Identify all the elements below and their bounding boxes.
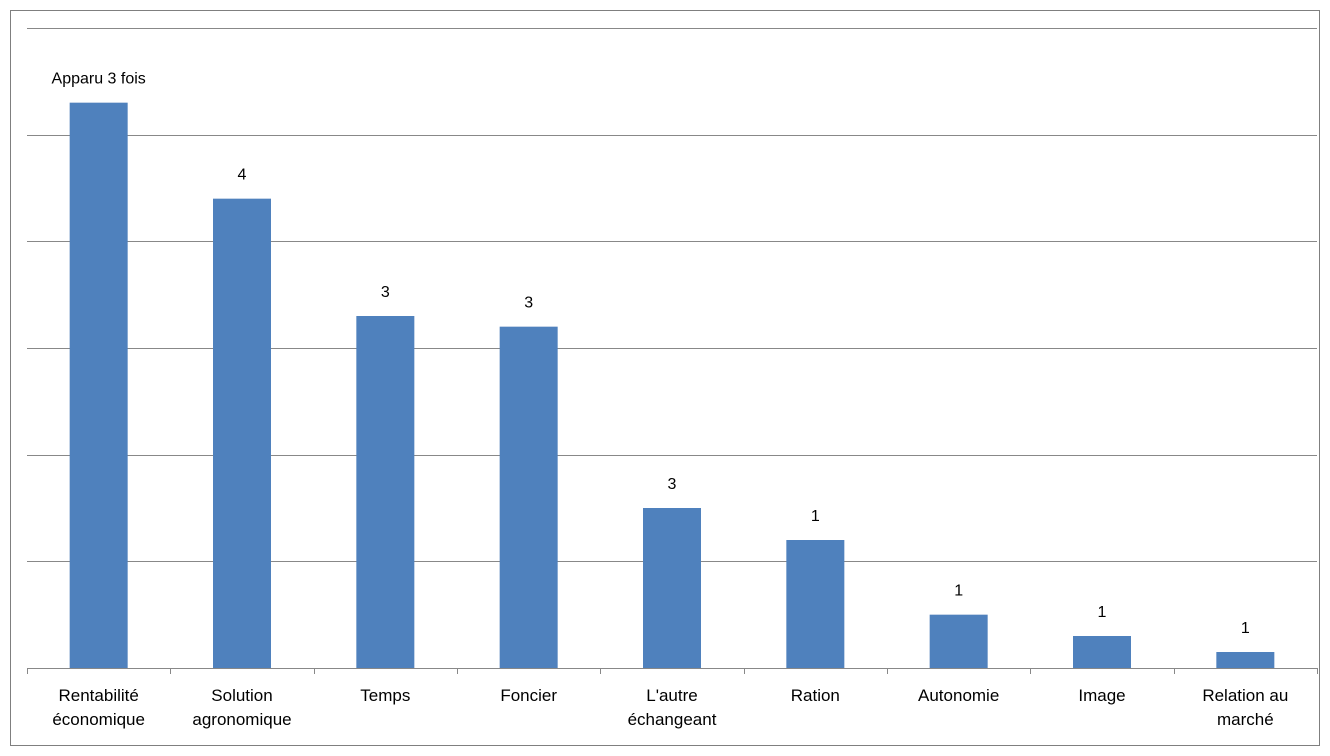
x-tick-label: Relation au marché bbox=[1202, 686, 1288, 729]
data-label: 3 bbox=[381, 284, 390, 301]
bar bbox=[1073, 636, 1131, 668]
x-tick-label: Rentabilité économique bbox=[52, 686, 145, 729]
x-tick-label: Ration bbox=[791, 686, 840, 705]
x-tick-label: Autonomie bbox=[918, 686, 999, 705]
x-tick-label: L'autre échangeant bbox=[628, 686, 717, 729]
data-label: 1 bbox=[954, 583, 963, 600]
bar bbox=[499, 326, 558, 668]
bar bbox=[643, 508, 701, 668]
data-label: 4 bbox=[238, 167, 247, 184]
bar bbox=[213, 198, 271, 668]
data-label: Apparu 3 fois bbox=[52, 71, 146, 88]
bar bbox=[1216, 652, 1275, 668]
data-label: 3 bbox=[524, 295, 533, 312]
bar-chart: Apparu 3 fois 4 3 3 3 1 1 1 1 Rentabilité économiq… bbox=[27, 28, 1318, 729]
bar bbox=[929, 614, 988, 668]
chart-frame: Apparu 3 fois 4 3 3 3 1 1 1 1 Rentabilité économiq… bbox=[10, 10, 1320, 746]
bar bbox=[69, 102, 128, 668]
x-tick-label: Temps bbox=[360, 686, 410, 705]
x-tick-label: Solution agronomique bbox=[192, 686, 291, 729]
data-label: 3 bbox=[668, 476, 677, 493]
x-tick-label: Foncier bbox=[500, 686, 557, 705]
bar bbox=[356, 316, 415, 668]
data-label: 1 bbox=[1241, 620, 1250, 637]
data-label: 1 bbox=[811, 508, 820, 525]
bar bbox=[786, 540, 845, 668]
data-label: 1 bbox=[1098, 604, 1107, 621]
x-tick-label: Image bbox=[1078, 686, 1125, 705]
